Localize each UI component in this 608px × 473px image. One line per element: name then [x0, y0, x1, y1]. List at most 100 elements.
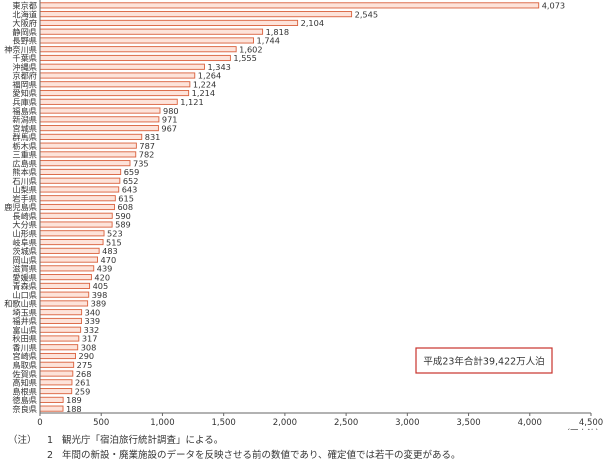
total-annotation: 平成23年合計39,422万人泊 [423, 356, 544, 368]
bar [39, 203, 115, 211]
bar [39, 28, 264, 35]
data-label: 967 [161, 123, 177, 133]
bar [39, 2, 540, 9]
data-label: 2,104 [301, 18, 324, 28]
bar [39, 335, 80, 342]
data-label: 259 [75, 386, 91, 396]
data-label: 340 [85, 307, 101, 317]
bar [39, 274, 92, 281]
note-1-number: 1 [46, 435, 54, 446]
x-tick-label: 4,500 [579, 418, 603, 428]
category-label: 高知県 [12, 378, 37, 388]
category-label: 和歌山県 [4, 299, 37, 309]
category-label: 福岡県 [12, 79, 37, 89]
category-label: 宮崎県 [12, 351, 37, 361]
data-label: 1,214 [192, 88, 215, 98]
category-label: 山形県 [12, 228, 37, 238]
bar [39, 230, 105, 237]
category-label: 千葉県 [12, 53, 37, 63]
category-label: 栃木県 [12, 141, 37, 151]
bar [39, 98, 178, 105]
category-label: 三重県 [12, 150, 37, 160]
data-label: 398 [92, 290, 108, 300]
data-label: 1,121 [180, 97, 203, 107]
category-label: 神奈川県 [4, 44, 37, 54]
data-label: 1,602 [239, 44, 262, 54]
bar [39, 265, 95, 272]
data-label: 659 [124, 167, 140, 177]
bar [39, 151, 137, 158]
x-tick-label: 3,500 [456, 418, 480, 428]
note-2-lead [8, 448, 38, 463]
bar [39, 107, 161, 114]
category-label: 大分県 [12, 220, 37, 230]
data-label: 339 [85, 316, 101, 326]
bar [39, 142, 137, 149]
data-label: 608 [117, 202, 133, 212]
bar [39, 282, 91, 289]
x-tick-label: 2,500 [334, 418, 358, 428]
data-label: 652 [123, 176, 139, 186]
category-label: 沖縄県 [12, 62, 37, 72]
category-label: 茨城県 [12, 246, 37, 256]
data-label: 188 [66, 404, 82, 414]
bar [39, 300, 89, 307]
bar [39, 344, 79, 351]
bar [39, 247, 100, 254]
category-label: 鹿児島県 [4, 202, 37, 212]
category-label: 北海道 [12, 9, 37, 19]
data-label: 980 [163, 106, 179, 116]
data-label: 782 [139, 150, 155, 160]
category-label: 福井県 [12, 316, 37, 326]
data-label: 735 [133, 158, 149, 168]
data-label: 643 [122, 185, 138, 195]
note-1-text: 観光庁「宿泊旅行統計調査」による。 [62, 435, 224, 446]
category-label: 香川県 [12, 342, 37, 352]
data-label: 290 [79, 351, 95, 361]
data-label: 189 [66, 395, 82, 405]
data-label: 261 [75, 378, 91, 388]
bar [39, 186, 120, 193]
bar [39, 388, 73, 395]
category-label: 徳島県 [12, 395, 37, 405]
data-label: 1,555 [233, 53, 256, 63]
note-1: （注） 1 観光庁「宿泊旅行統計調査」による。 [8, 433, 604, 448]
data-label: 405 [93, 281, 109, 291]
data-label: 831 [145, 132, 161, 142]
data-label: 483 [102, 246, 118, 256]
category-label: 静岡県 [12, 27, 37, 37]
bar [39, 81, 191, 88]
data-label: 523 [107, 228, 123, 238]
bar [39, 405, 64, 412]
category-label: 青森県 [12, 281, 37, 291]
bar [39, 37, 254, 44]
bar [39, 89, 190, 97]
bar [39, 326, 82, 333]
bar [39, 352, 76, 360]
category-label: 島根県 [12, 386, 37, 396]
category-label: 愛媛県 [12, 272, 37, 282]
category-label: 大阪府 [12, 18, 37, 28]
bar-chart: 東京都 4,073 北海道 2,545 大阪府 2,104 静岡県 1,818 長野県 1,744… [4, 0, 604, 430]
note-2-number: 2 [46, 450, 54, 461]
bar [39, 72, 196, 79]
x-tick-label: 500 [93, 418, 109, 428]
category-label: 岩手県 [12, 193, 37, 203]
bar [39, 54, 231, 62]
category-label: 奈良県 [12, 404, 37, 414]
bar [39, 116, 160, 123]
data-label: 1,264 [198, 71, 221, 81]
data-label: 470 [101, 255, 117, 265]
bar [39, 221, 113, 228]
x-tick-label: 1,500 [211, 418, 235, 428]
bar [39, 160, 131, 167]
category-label: 新潟県 [12, 115, 37, 125]
bar [39, 195, 116, 202]
data-label: 2,545 [355, 9, 378, 19]
data-label: 308 [81, 342, 97, 352]
data-label: 268 [76, 369, 92, 379]
bar [39, 133, 143, 140]
category-label: 熊本県 [12, 167, 37, 177]
category-label: 山口県 [12, 290, 37, 300]
data-label: 787 [139, 141, 155, 151]
